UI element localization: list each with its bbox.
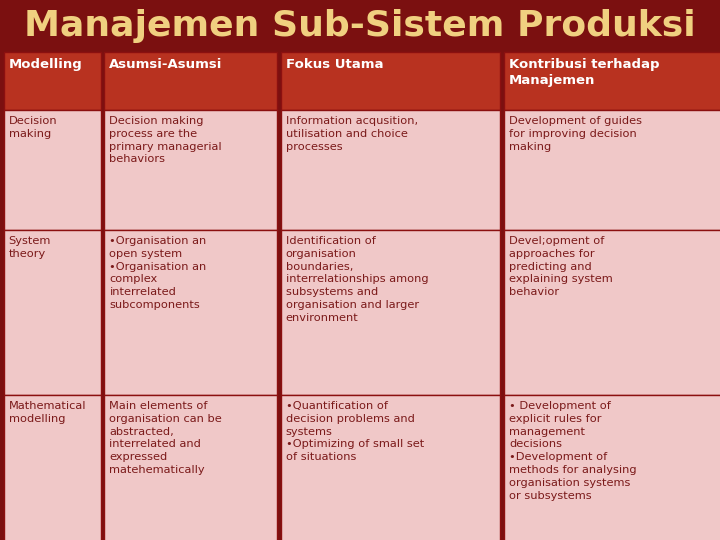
Bar (281, 52, 500, 110)
Text: Modelling: Modelling (9, 58, 82, 71)
Text: Mathematical
modelling: Mathematical modelling (9, 401, 86, 424)
Bar (4, 395, 101, 540)
Text: Asumsi-Asumsi: Asumsi-Asumsi (109, 58, 222, 71)
Text: • Development of
explicit rules for
management
decisions
•Development of
methods: • Development of explicit rules for mana… (509, 401, 636, 501)
Bar (281, 230, 500, 395)
Text: Identification of
organisation
boundaries,
interrelationships among
subsystems a: Identification of organisation boundarie… (286, 236, 428, 323)
Text: •Quantification of
decision problems and
systems
•Optimizing of small set
of sit: •Quantification of decision problems and… (286, 401, 424, 462)
Text: Development of guides
for improving decision
making: Development of guides for improving deci… (509, 116, 642, 152)
Bar (504, 52, 720, 110)
Bar (281, 395, 500, 540)
Text: Kontribusi terhadap
Manajemen: Kontribusi terhadap Manajemen (509, 58, 660, 87)
Text: Devel;opment of
approaches for
predicting and
explaining system
behavior: Devel;opment of approaches for predictin… (509, 236, 613, 297)
Bar (504, 230, 720, 395)
Text: Fokus Utama: Fokus Utama (286, 58, 383, 71)
Bar (504, 110, 720, 230)
Bar (104, 110, 277, 230)
Text: Decision making
process are the
primary managerial
behaviors: Decision making process are the primary … (109, 116, 222, 164)
Text: System
theory: System theory (9, 236, 51, 259)
Bar (104, 230, 277, 395)
Bar (4, 110, 101, 230)
Bar (0, 0, 720, 52)
Bar (504, 395, 720, 540)
Text: Main elements of
organisation can be
abstracted,
interrelated and
expressed
mate: Main elements of organisation can be abs… (109, 401, 222, 475)
Bar (104, 395, 277, 540)
Text: Information acqusition,
utilisation and choice
processes: Information acqusition, utilisation and … (286, 116, 418, 152)
Text: •Organisation an
open system
•Organisation an
complex
interrelated
subcomponents: •Organisation an open system •Organisati… (109, 236, 207, 310)
Text: Decision
making: Decision making (9, 116, 57, 139)
Bar (281, 110, 500, 230)
Text: Manajemen Sub-Sistem Produksi: Manajemen Sub-Sistem Produksi (24, 9, 696, 43)
Bar (4, 230, 101, 395)
Bar (4, 52, 101, 110)
Bar (104, 52, 277, 110)
